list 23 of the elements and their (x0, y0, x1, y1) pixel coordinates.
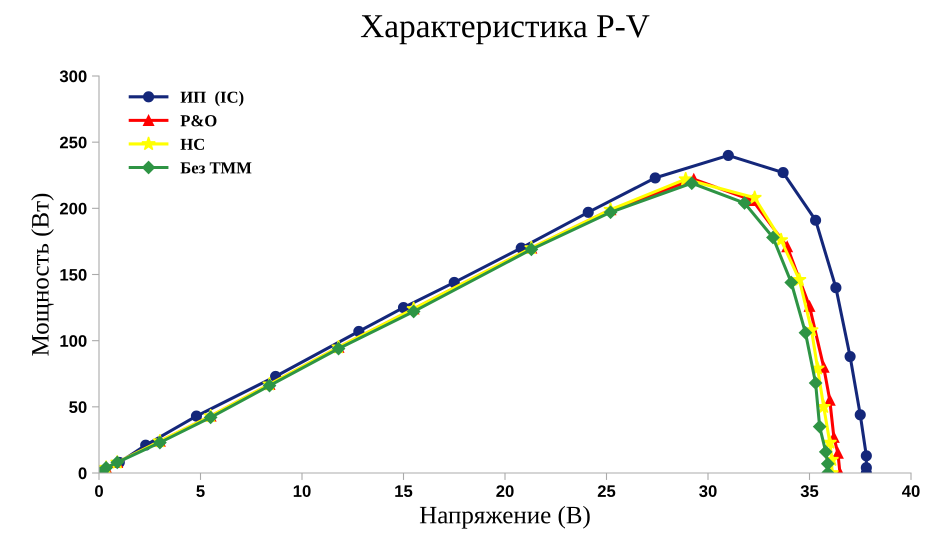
y-tick-label: 50 (69, 401, 87, 414)
y-axis-title: Мощность (Вт) (31, 194, 54, 356)
y-tick-label: 250 (60, 136, 87, 148)
x-tick-label: 20 (496, 485, 514, 498)
x-tick-label: 25 (598, 485, 616, 498)
y-tick-label: 150 (60, 268, 87, 281)
chart-title: Характеристика P-V (360, 15, 650, 44)
legend-label: НС (180, 138, 204, 150)
x-tick-label: 15 (395, 485, 412, 498)
legend-label: ИП (IC) (180, 91, 244, 106)
x-tick-label: 10 (294, 485, 311, 498)
legend-label: Без ТММ (180, 162, 252, 174)
x-tick-label: 35 (800, 485, 818, 498)
y-tick-label: 300 (60, 70, 87, 82)
y-tick-label: 0 (78, 467, 87, 480)
x-tick-label: 40 (902, 485, 920, 498)
y-tick-label: 100 (60, 335, 87, 347)
legend-label: P&O (180, 115, 216, 126)
y-tick-label: 200 (60, 202, 87, 215)
x-tick-label: 30 (699, 485, 717, 498)
x-tick-label: 0 (95, 485, 103, 498)
x-tick-label: 5 (196, 485, 205, 498)
x-axis-title: Напряжение (В) (420, 506, 590, 529)
